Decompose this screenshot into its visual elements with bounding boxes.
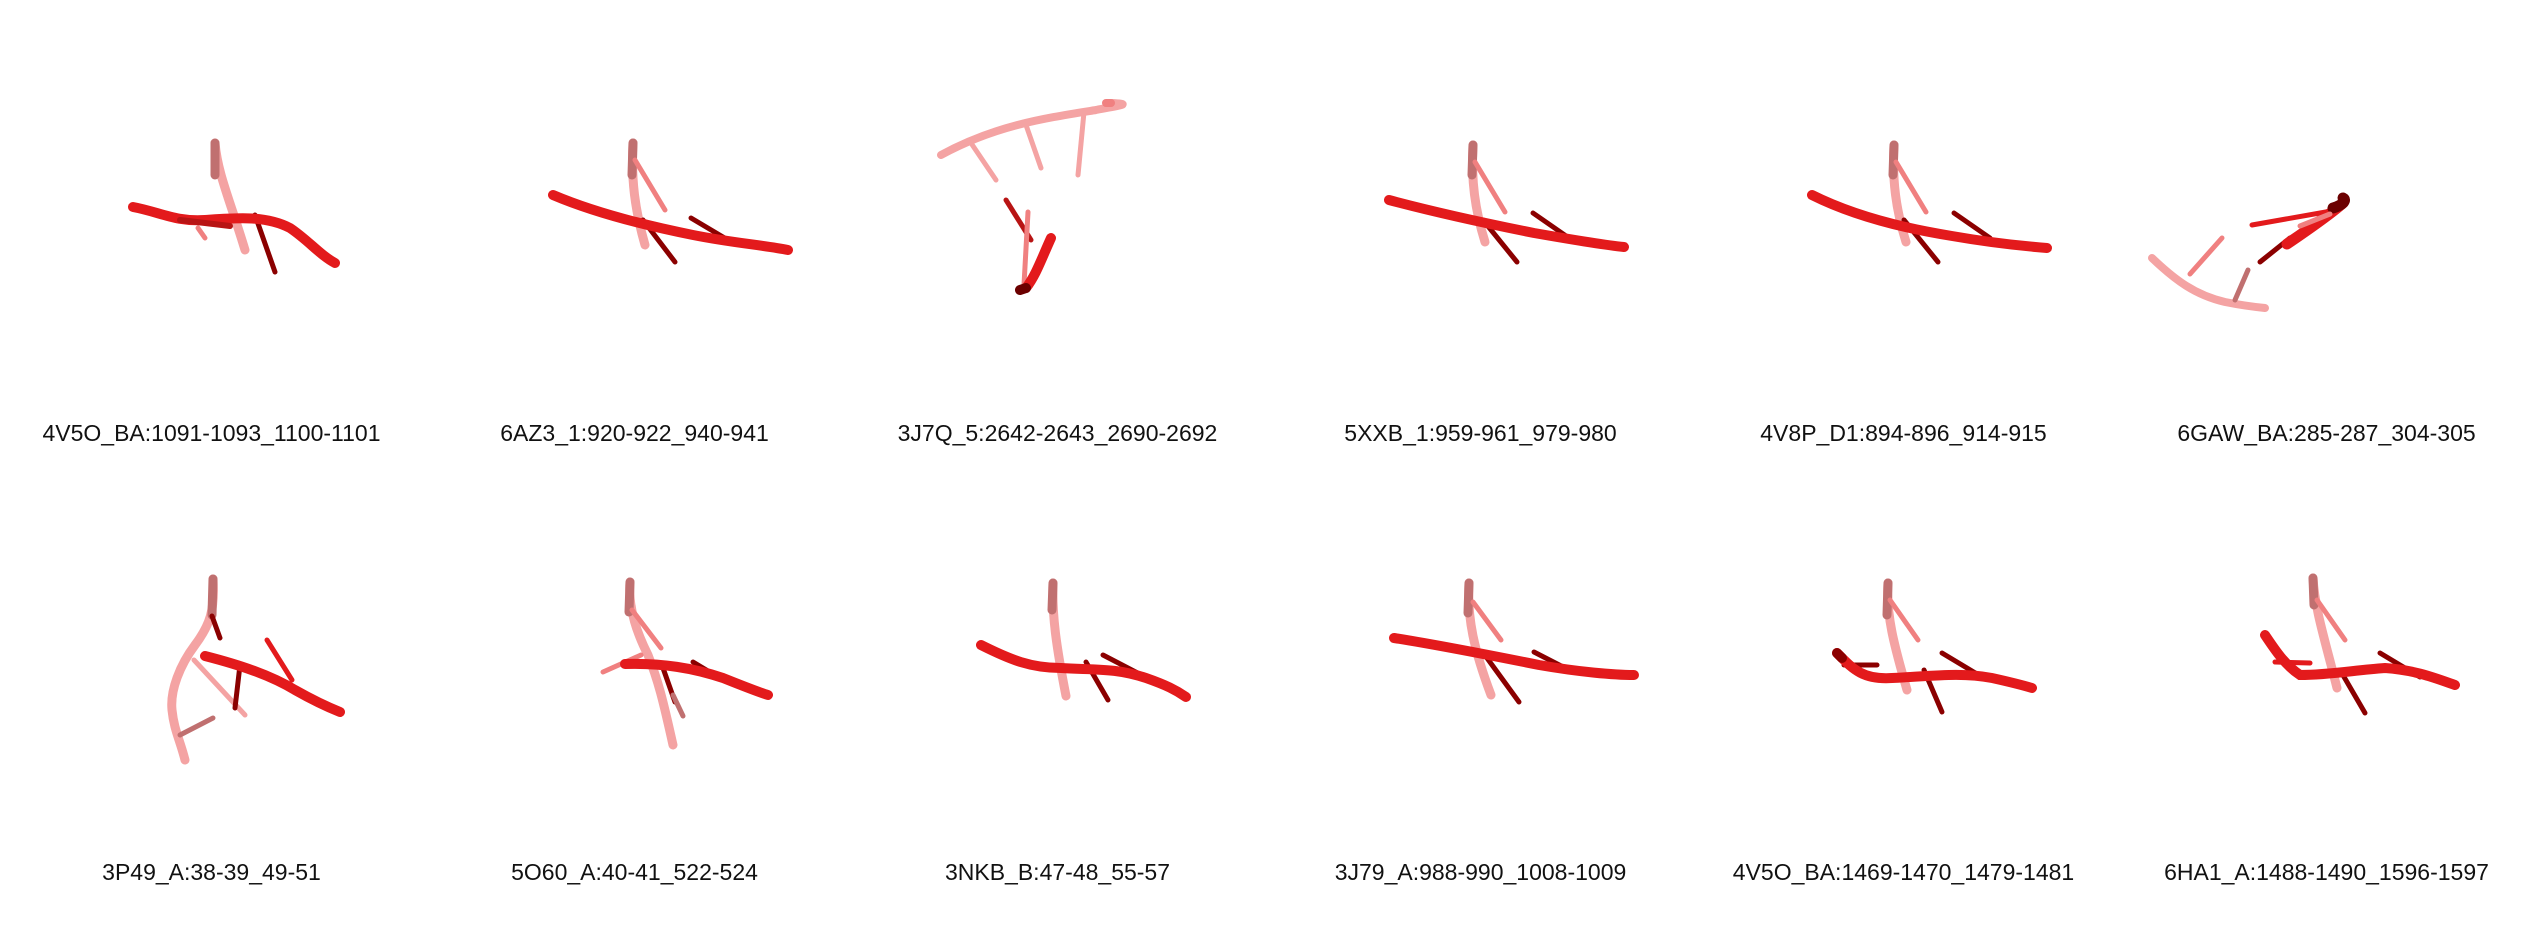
structure-label: 3P49_A:38-39_49-51 [102, 859, 321, 885]
structure-label: 4V5O_BA:1091-1093_1100-1101 [42, 420, 381, 446]
structure-panel: 3J79_A:988-990_1008-1009 [1269, 440, 1692, 885]
rna-structure-render [128, 138, 340, 275]
structure-panel: 4V5O_BA:1469-1470_1479-1481 [1692, 440, 2115, 885]
rna-structure-render [1832, 578, 2037, 715]
structure-panel: 3NKB_B:47-48_55-57 [846, 440, 1269, 885]
structure-panel: 4V8P_D1:894-896_914-915 [1692, 0, 2115, 446]
structure-label: 6AZ3_1:920-922_940-941 [500, 420, 769, 446]
rna-structure-render [937, 99, 1127, 295]
structure-panel: 3J7Q_5:2642-2643_2690-2692 [846, 0, 1269, 446]
structure-panel: 3P49_A:38-39_49-51 [0, 440, 423, 885]
structure-label: 3NKB_B:47-48_55-57 [944, 859, 1171, 885]
rna-structure-render [167, 574, 345, 765]
rna-structure-render [1807, 140, 2052, 265]
rna-structure-render [548, 138, 793, 265]
structure-label: 5O60_A:40-41_522-524 [511, 859, 758, 885]
rna-structure-render [1389, 578, 1639, 705]
rna-structure-render [600, 577, 773, 750]
structure-panel: 6AZ3_1:920-922_940-941 [423, 0, 846, 446]
structure-label: 6HA1_A:1488-1490_1596-1597 [2164, 859, 2489, 885]
structure-panel: 5O60_A:40-41_522-524 [423, 440, 846, 885]
structure-panel: 6GAW_BA:285-287_304-305 [2115, 0, 2538, 446]
structure-panel: 5XXB_1:959-961_979-980 [1269, 0, 1692, 446]
structure-panel: 6HA1_A:1488-1490_1596-1597 [2115, 440, 2538, 885]
structure-label: 3J79_A:988-990_1008-1009 [1334, 859, 1627, 885]
rna-structure-render [976, 578, 1191, 703]
rna-structure-render [2148, 192, 2350, 312]
rna-structure-render [1384, 140, 1629, 265]
rna-structure-render [2260, 573, 2460, 716]
structure-label: 4V8P_D1:894-896_914-915 [1760, 420, 2047, 446]
structure-label: 6GAW_BA:285-287_304-305 [2177, 420, 2476, 446]
structure-label: 3J7Q_5:2642-2643_2690-2692 [897, 420, 1218, 446]
structure-label: 5XXB_1:959-961_979-980 [1344, 420, 1617, 446]
structure-label: 4V5O_BA:1469-1470_1479-1481 [1732, 859, 2075, 885]
structure-panel: 4V5O_BA:1091-1093_1100-1101 [0, 0, 423, 446]
